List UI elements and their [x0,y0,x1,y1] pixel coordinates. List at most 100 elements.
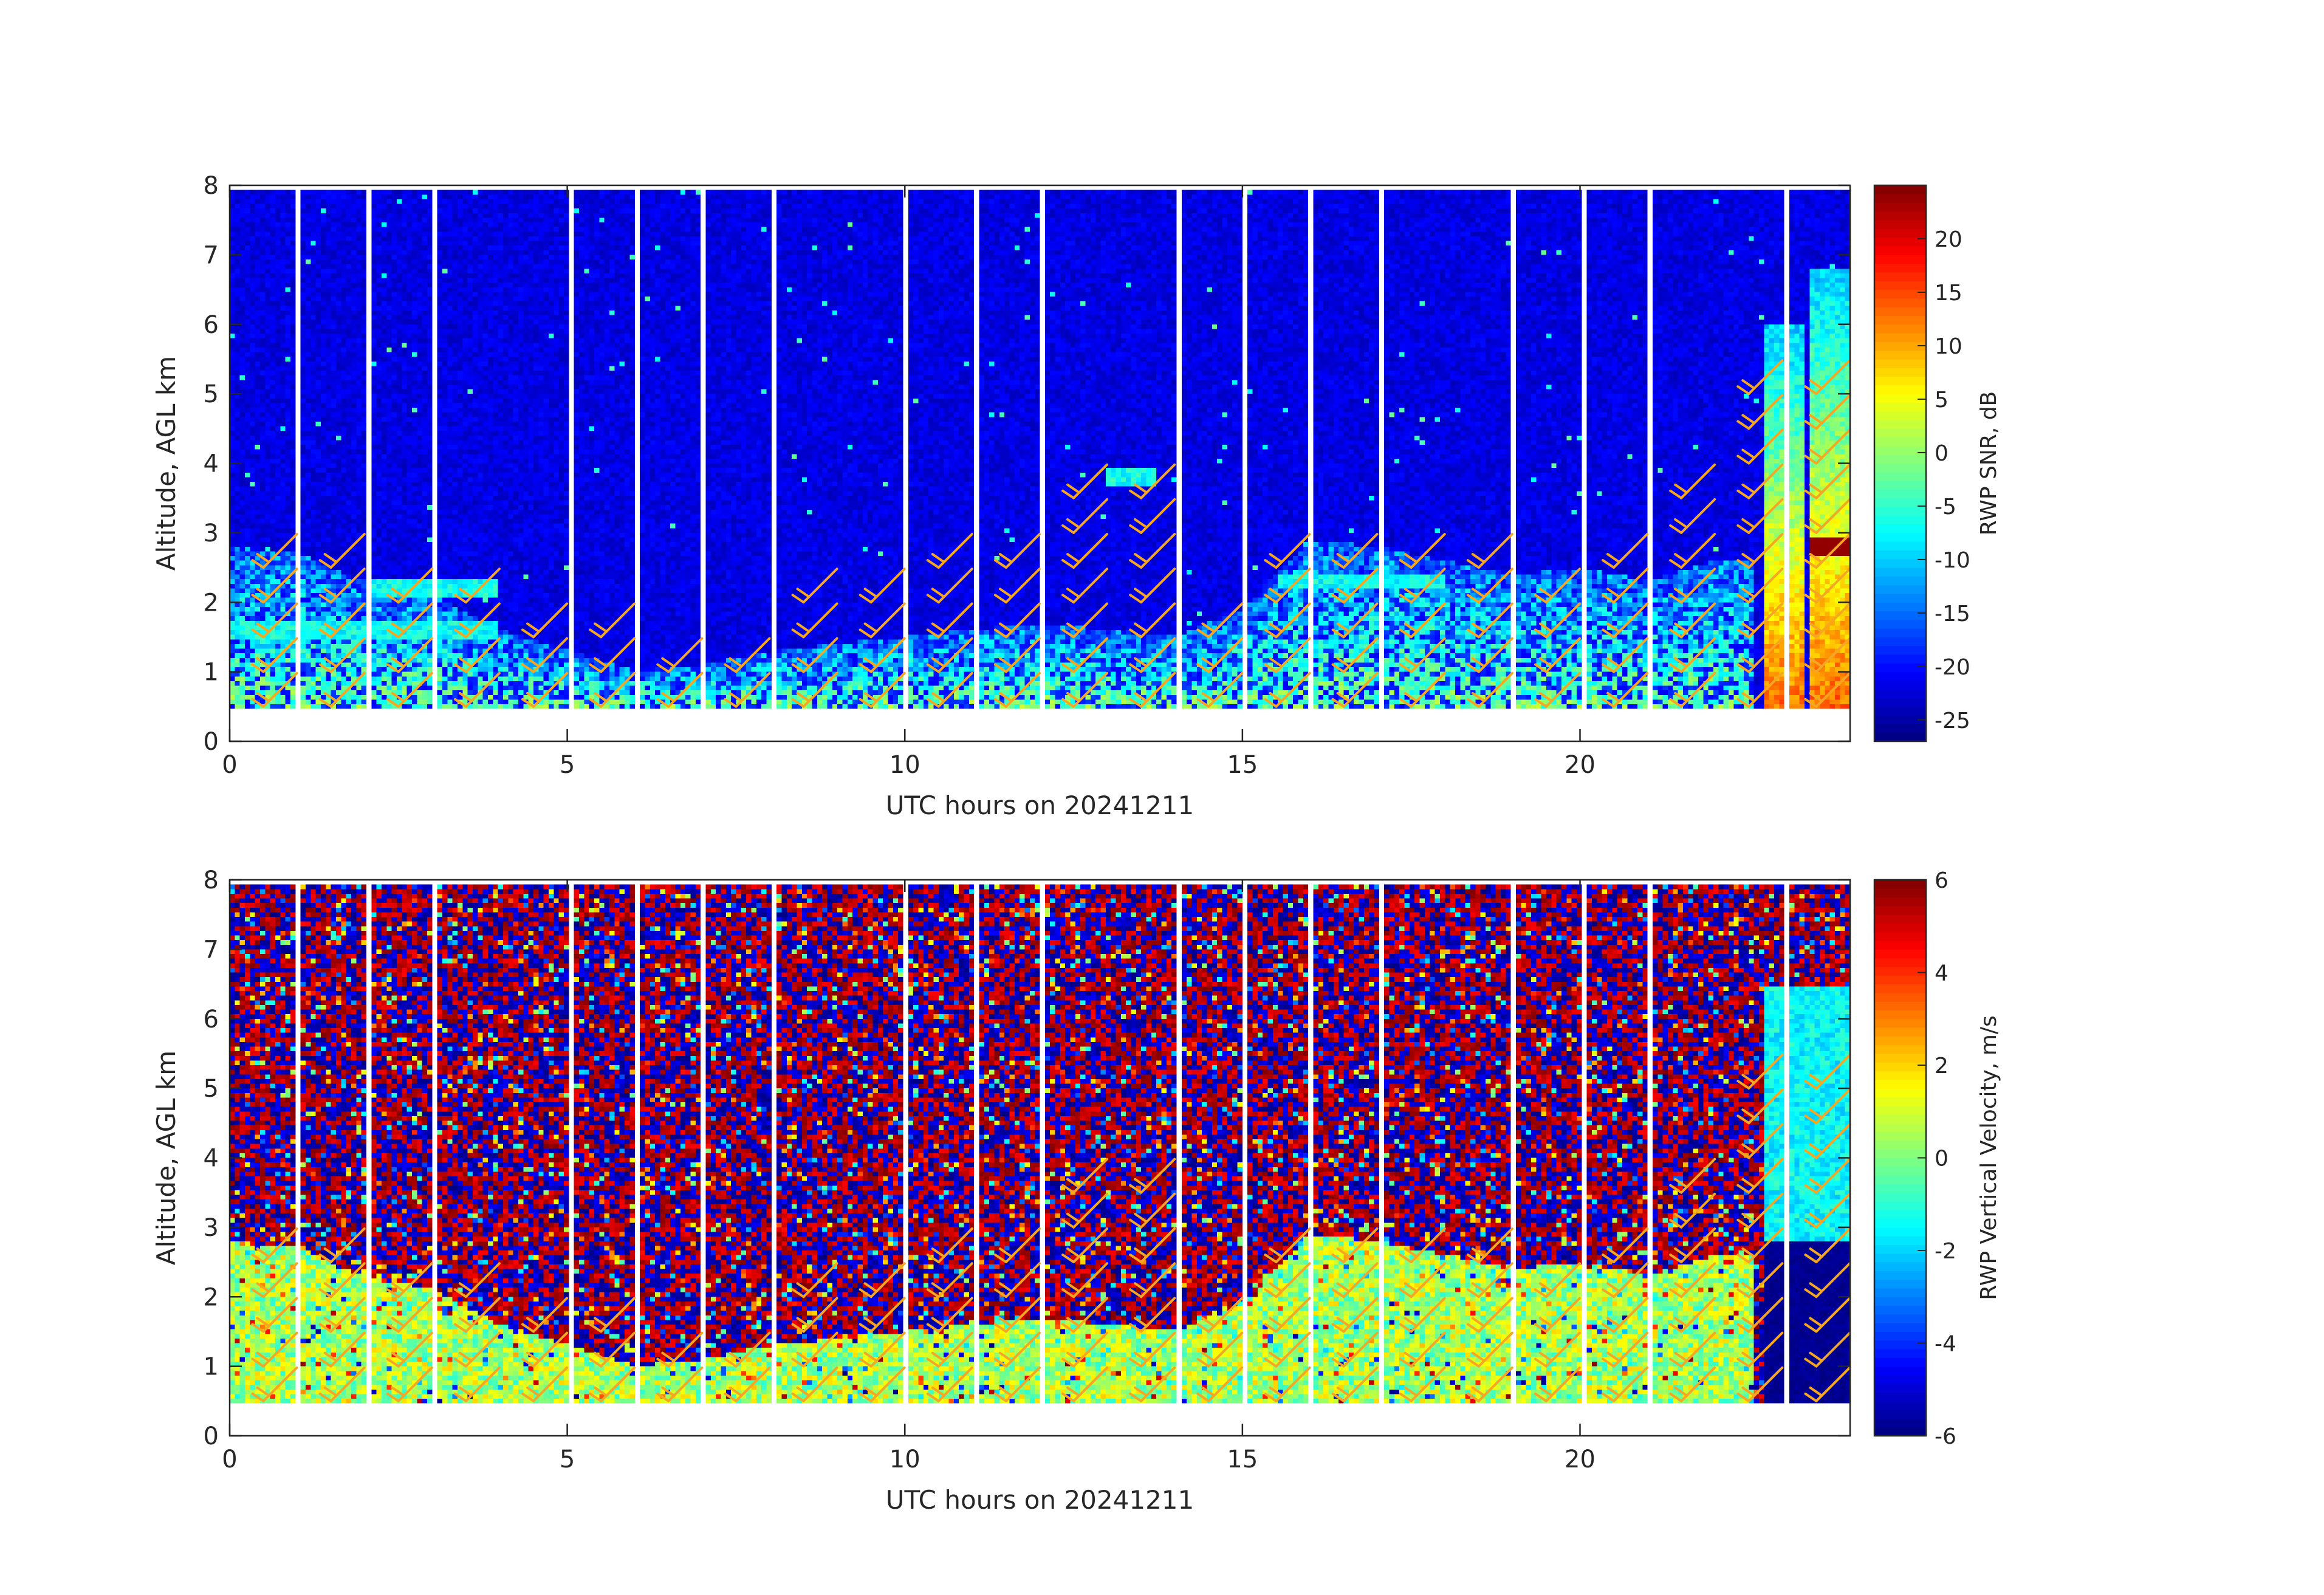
wind-barb [1669,1192,1716,1229]
wind-barb [318,568,366,604]
wind-barb [1602,1262,1649,1298]
colorbar-tick-label: -10 [1935,548,1970,573]
wind-barb [993,637,1041,673]
wind-barb [1804,637,1851,673]
wind-barb [1129,1297,1176,1333]
velocity-colorbar [1874,879,1926,1436]
wind-barb [1602,637,1649,673]
wind-barb [1736,533,1784,569]
wind-barb [859,1331,906,1368]
wind-barb [1264,1331,1311,1368]
wind-barb [791,602,838,639]
colorbar-step [1874,575,1926,586]
wind-barb [859,1297,906,1333]
wind-barb [1061,1192,1109,1229]
wind-barb [859,1366,906,1402]
wind-barb [1129,1331,1176,1368]
colorbar-step [1874,897,1926,907]
colorbar-step [1874,428,1926,438]
wind-barb [1399,671,1446,708]
wind-barb [1736,1366,1784,1402]
wind-barb [1466,1262,1513,1298]
colorbar-step [1874,680,1926,690]
wind-barb [1804,463,1851,499]
y-tick-label: 8 [204,172,219,200]
colorbar-step [1874,966,1926,976]
wind-barb [1061,568,1109,604]
colorbar-step [1874,202,1926,212]
colorbar-step [1874,558,1926,568]
y-tick-label: 3 [204,1214,219,1242]
colorbar-tick-label: 0 [1935,441,1949,466]
wind-barb [1669,602,1716,639]
colorbar-step [1874,1418,1926,1428]
wind-barb [656,1331,704,1368]
colorbar-step [1874,1044,1926,1054]
wind-barb [453,1366,501,1402]
x-tick-label: 20 [1565,1446,1596,1473]
colorbar-step [1874,254,1926,264]
wind-barb [318,1366,366,1402]
snr-colorbar [1874,185,1926,742]
snr-y-axis-label: Altitude, AGL km [151,356,181,571]
wind-barb [1399,1297,1446,1333]
wind-barb [926,1262,973,1298]
colorbar-step [1874,688,1926,699]
wind-barb [1466,637,1513,673]
colorbar-step [1874,332,1926,342]
colorbar-step [1874,549,1926,560]
colorbar-step [1874,662,1926,673]
y-tick-label: 1 [204,659,219,687]
wind-barb [1736,568,1784,604]
wind-barb [1534,602,1581,639]
wind-barb [1331,568,1379,604]
colorbar-step [1874,419,1926,429]
colorbar-step [1874,437,1926,447]
wind-barb [589,602,636,639]
colorbar-step [1874,1183,1926,1193]
colorbar-step [1874,1071,1926,1080]
wind-barb [1534,1366,1581,1402]
wind-barb [791,1331,838,1368]
wind-barb [1736,498,1784,534]
wind-barb [993,671,1041,708]
colorbar-step [1874,1314,1926,1323]
snr-heatmap [230,185,1850,741]
wind-barb [1736,671,1784,708]
colorbar-step [1874,480,1926,490]
wind-barb [1534,671,1581,708]
wind-barb [859,602,906,639]
wind-barb [1602,1366,1649,1402]
colorbar-step [1874,992,1926,1002]
wind-barb [724,637,771,673]
colorbar-tick-label: 0 [1935,1147,1949,1171]
colorbar-step [1874,1340,1926,1350]
x-tick-label: 5 [560,751,575,779]
wind-barb [1736,1262,1784,1298]
wind-barb [724,1366,771,1402]
wind-barb [926,1227,973,1264]
wind-barb [1264,533,1311,569]
colorbar-tick-label: -5 [1935,495,1956,520]
wind-barb [589,637,636,673]
colorbar-step [1874,245,1926,255]
wind-barb [1399,1262,1446,1298]
colorbar-step [1874,1079,1926,1089]
snr-x-axis-label: UTC hours on 20241211 [886,791,1195,820]
snr-y-ticks: 0 1 2 3 4 5 6 7 8 [204,172,1850,756]
colorbar-step [1874,1383,1926,1393]
colorbar-step [1874,532,1926,542]
wind-barb [1196,1366,1244,1402]
wind-barb [1736,1088,1784,1125]
colorbar-step [1874,958,1926,967]
colorbar-step [1874,1158,1926,1167]
wind-barb [1129,1227,1176,1264]
wind-barb [521,671,569,708]
wind-barb [453,1297,501,1333]
wind-barb [318,602,366,639]
colorbar-step [1874,611,1926,620]
wind-barb [791,1262,838,1298]
x-tick-label: 0 [222,1446,237,1473]
wind-barb [1669,671,1716,708]
wind-barb [1602,1297,1649,1333]
